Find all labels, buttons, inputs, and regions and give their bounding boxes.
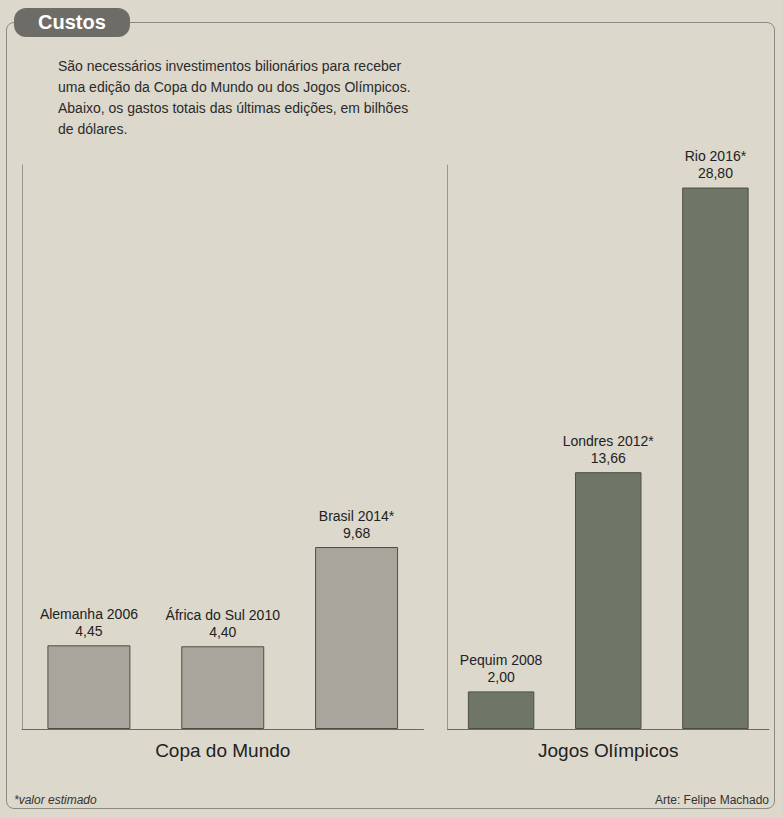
svg-text:Brasil 2014*: Brasil 2014* [319, 508, 395, 524]
svg-text:13,66: 13,66 [591, 450, 626, 466]
html-text:*valor estimado: *valor estimado [14, 793, 97, 807]
svg-text:Copa do Mundo: Copa do Mundo [155, 740, 290, 761]
svg-text:9,68: 9,68 [343, 525, 370, 541]
svg-text:4,45: 4,45 [75, 623, 102, 639]
svg-text:28,80: 28,80 [698, 165, 733, 181]
html-text:São necessários investimentos: São necessários investimentos bilionário… [58, 58, 411, 137]
svg-text:Pequim 2008: Pequim 2008 [460, 652, 543, 668]
svg-text:Londres 2012*: Londres 2012* [563, 433, 655, 449]
svg-text:Rio 2016*: Rio 2016* [685, 148, 747, 164]
svg-text:4,40: 4,40 [209, 624, 236, 640]
html-text:Arte: Felipe Machado: Arte: Felipe Machado [654, 793, 769, 807]
svg-text:2,00: 2,00 [487, 669, 514, 685]
svg-text:Jogos Olímpicos: Jogos Olímpicos [538, 740, 678, 761]
svg-text:Alemanha 2006: Alemanha 2006 [40, 606, 138, 622]
svg-text:África do Sul 2010: África do Sul 2010 [166, 607, 281, 623]
html-text:Custos: Custos [38, 11, 106, 33]
